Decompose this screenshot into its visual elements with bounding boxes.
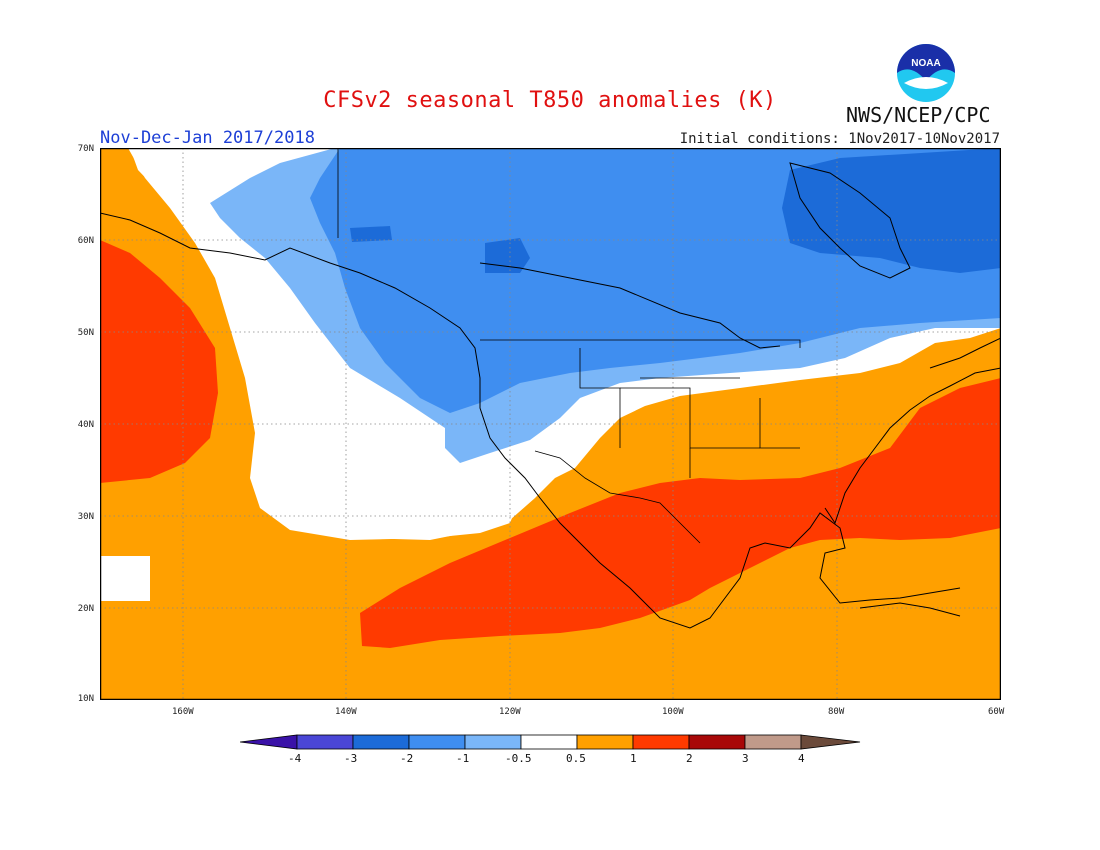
lat-label-50n: 50N [77, 328, 94, 338]
colorbar-label: -0.5 [505, 752, 532, 765]
colorbar-label: 1 [630, 752, 637, 765]
colorbar-label: -2 [400, 752, 414, 765]
anomaly-map [100, 148, 1001, 700]
colorbar [240, 734, 861, 750]
map-frame [100, 148, 1001, 700]
colorbar-label: -3 [344, 752, 358, 765]
initial-conditions-label: Initial conditions: 1Nov2017-10Nov2017 [679, 131, 1000, 147]
colorbar-bin [408, 734, 466, 750]
colorbar-bin [744, 734, 802, 750]
colorbar-bin [464, 734, 522, 750]
anomaly-0.5-1-region [100, 148, 1001, 700]
colorbar-label: -4 [288, 752, 302, 765]
lat-label-30n: 30N [77, 512, 94, 522]
colorbar-bin [632, 734, 690, 750]
political-boundaries [337, 148, 801, 544]
lat-label-20n: 20N [77, 604, 94, 614]
graticule [100, 148, 1001, 700]
colorbar-label: 4 [798, 752, 805, 765]
colorbar-bin [520, 734, 578, 750]
lat-label-60n: 60N [77, 236, 94, 246]
noaa-logo: NOAA [897, 44, 955, 102]
lat-label-10n: 10N [77, 694, 94, 704]
lon-label-60w: 60W [988, 707, 1005, 717]
lon-label-140w: 140W [335, 707, 357, 717]
anomaly-neg2-region [350, 148, 1001, 273]
colorbar-bin [576, 734, 634, 750]
anomaly-neutral-band [128, 148, 520, 540]
lon-label-80w: 80W [828, 707, 845, 717]
map-title: CFSv2 seasonal T850 anomalies (K) [323, 88, 777, 113]
anomaly-1-2-region [100, 240, 1001, 648]
colorbar-label: 0.5 [566, 752, 586, 765]
colorbar-bin [688, 734, 746, 750]
agency-label: NWS/NCEP/CPC [846, 103, 991, 127]
lon-label-160w: 160W [172, 707, 194, 717]
noaa-logo-text: NOAA [911, 58, 940, 69]
colorbar-arrow-low [240, 734, 298, 750]
colorbar-label: -1 [456, 752, 470, 765]
lat-label-70n: 70N [77, 144, 94, 154]
lon-label-120w: 120W [499, 707, 521, 717]
colorbar-bin [352, 734, 410, 750]
colorbar-bin [296, 734, 354, 750]
lon-label-100w: 100W [662, 707, 684, 717]
colorbar-label: 3 [742, 752, 749, 765]
colorbar-arrow-high [800, 734, 861, 750]
coastlines [100, 162, 1001, 629]
colorbar-label: 2 [686, 752, 693, 765]
period-label: Nov-Dec-Jan 2017/2018 [100, 128, 315, 148]
lat-label-40n: 40N [77, 420, 94, 430]
